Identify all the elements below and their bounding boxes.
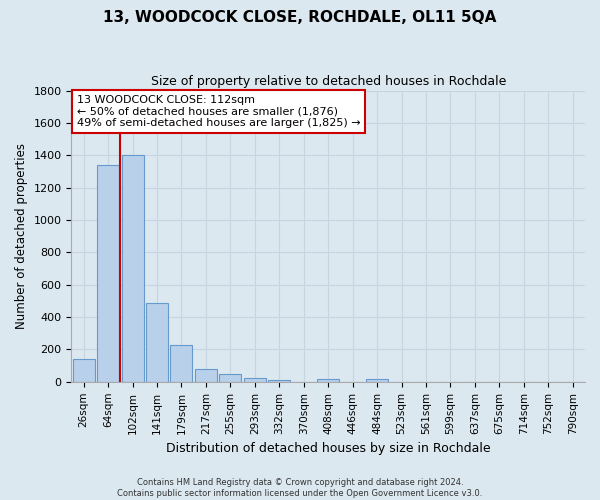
Bar <box>195 369 217 382</box>
Bar <box>170 346 193 382</box>
Bar <box>97 165 119 382</box>
Bar <box>73 359 95 382</box>
Bar <box>317 378 339 382</box>
Text: Contains HM Land Registry data © Crown copyright and database right 2024.
Contai: Contains HM Land Registry data © Crown c… <box>118 478 482 498</box>
Title: Size of property relative to detached houses in Rochdale: Size of property relative to detached ho… <box>151 75 506 88</box>
X-axis label: Distribution of detached houses by size in Rochdale: Distribution of detached houses by size … <box>166 442 491 455</box>
Bar <box>122 156 143 382</box>
Bar <box>244 378 266 382</box>
Text: 13, WOODCOCK CLOSE, ROCHDALE, OL11 5QA: 13, WOODCOCK CLOSE, ROCHDALE, OL11 5QA <box>103 10 497 25</box>
Bar <box>366 378 388 382</box>
Y-axis label: Number of detached properties: Number of detached properties <box>15 143 28 329</box>
Bar <box>146 302 168 382</box>
Bar <box>268 380 290 382</box>
Bar <box>220 374 241 382</box>
Text: 13 WOODCOCK CLOSE: 112sqm
← 50% of detached houses are smaller (1,876)
49% of se: 13 WOODCOCK CLOSE: 112sqm ← 50% of detac… <box>77 95 360 128</box>
